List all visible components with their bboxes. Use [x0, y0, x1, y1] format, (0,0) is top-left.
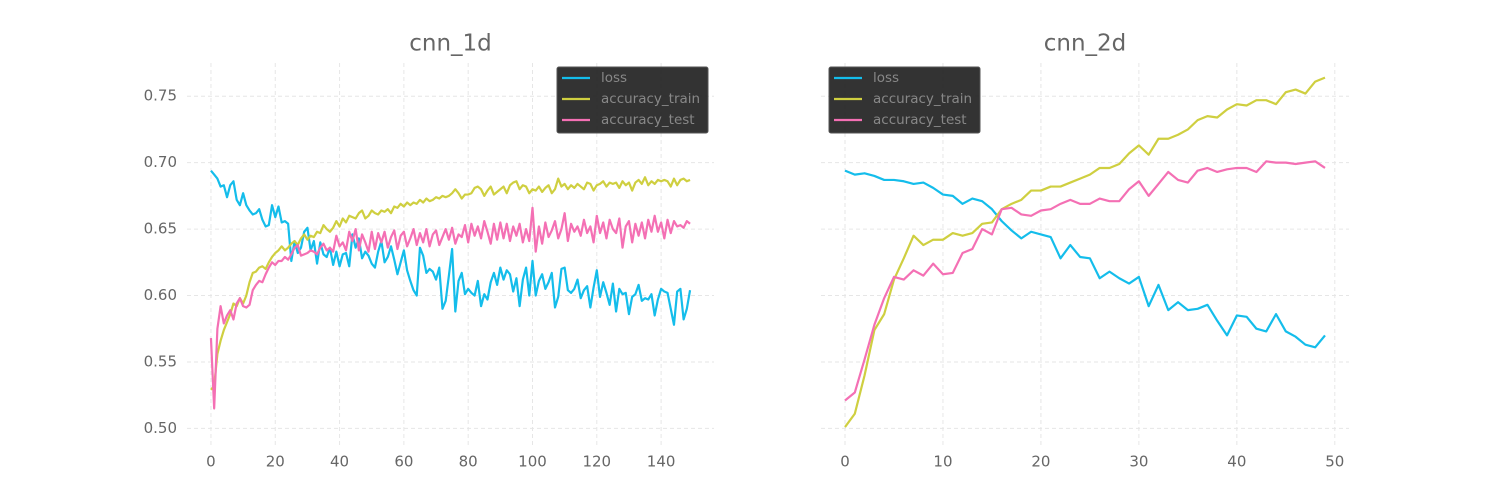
x-tick-label: 40	[1227, 453, 1246, 471]
legend-box	[556, 66, 709, 134]
x-tick-label: 10	[933, 453, 952, 471]
y-tick-label: 0.65	[144, 220, 177, 238]
chart-title: cnn_2d	[1044, 31, 1127, 57]
legend-label: accuracy_train	[601, 91, 700, 107]
x-tick-label: 30	[1129, 453, 1148, 471]
x-tick-label: 50	[1325, 453, 1344, 471]
y-tick-label: 0.60	[144, 286, 177, 304]
legend-label: accuracy_test	[873, 112, 967, 128]
legend-label: loss	[873, 70, 899, 86]
x-tick-label: 60	[394, 453, 413, 471]
line-series	[844, 160, 1326, 402]
x-tick-label: 100	[518, 453, 547, 471]
subplot: cnn_2d 0 10 20 30 40 50 loss accuracy_trainaccur…	[821, 31, 1349, 471]
x-tick-label: 120	[582, 453, 611, 471]
x-tick-label: 20	[1031, 453, 1050, 471]
legend-box	[828, 66, 981, 134]
legend: loss accuracy_train accuracy_test	[556, 66, 709, 134]
subplot: cnn_1d 0.50 0.55 0.60 0.65 0.70 0.75 0 20 40 60 80 1…	[144, 31, 714, 471]
x-tick-label: 20	[266, 453, 285, 471]
x-tick-label: 0	[206, 453, 216, 471]
y-tick-label: 0.70	[144, 153, 177, 171]
line-series	[210, 176, 691, 391]
legend-label: accuracy_train	[873, 91, 972, 107]
legend-label: loss	[601, 70, 627, 86]
legend-label: accuracy_test	[601, 112, 695, 128]
legend: loss accuracy_train accuracy_test	[828, 66, 981, 134]
x-tick-label: 40	[330, 453, 349, 471]
x-tick-label: 80	[459, 453, 478, 471]
y-tick-label: 0.75	[144, 87, 177, 105]
chart-title: cnn_1d	[409, 31, 492, 57]
line-series	[844, 76, 1326, 428]
y-tick-label: 0.50	[144, 419, 177, 437]
line-series	[844, 169, 1326, 349]
x-tick-label: 140	[647, 453, 676, 471]
y-tick-label: 0.55	[144, 352, 177, 370]
x-tick-label: 0	[840, 453, 850, 471]
line-series	[209, 206, 691, 410]
